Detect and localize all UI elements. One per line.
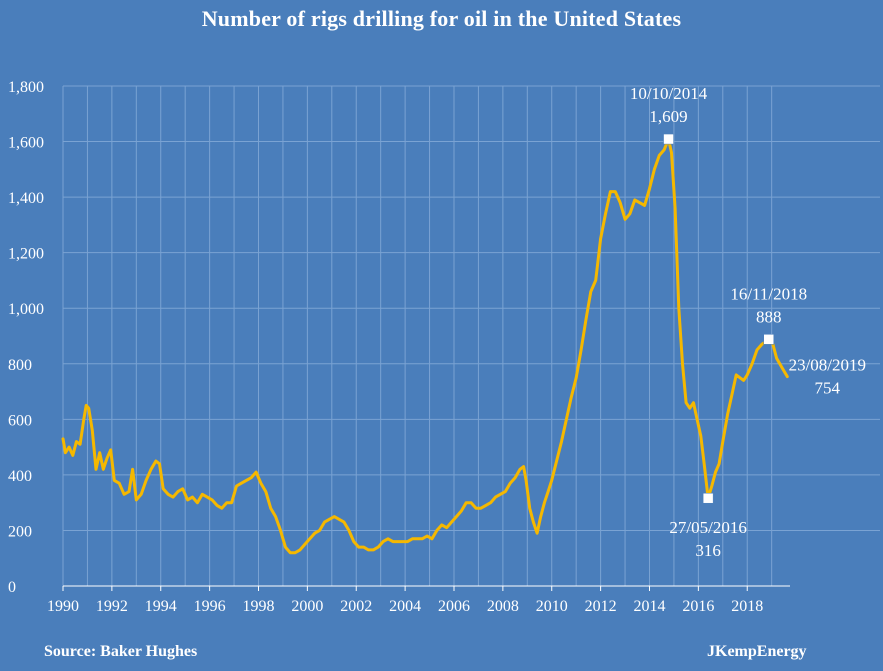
y-tick-label: 200 xyxy=(8,523,32,540)
grid-layer xyxy=(62,85,880,587)
y-tick-label: 0 xyxy=(8,579,16,596)
annotation-value: 316 xyxy=(695,541,721,560)
annotation-marker xyxy=(702,492,714,504)
annotations-layer: 10/10/2014 1,609 27/05/2016 316 16/11/2018 88… xyxy=(630,84,866,560)
x-tick-label: 2008 xyxy=(487,598,519,615)
source-note: Source: Baker Hughes xyxy=(44,643,198,660)
annotation-date: 23/08/2019 xyxy=(789,356,866,375)
y-tick-label: 1,000 xyxy=(8,301,44,318)
y-tick-label: 400 xyxy=(8,468,32,485)
x-tick-label: 1996 xyxy=(194,598,226,615)
x-tick-label: 2006 xyxy=(438,598,470,615)
x-tick-label: 2014 xyxy=(633,598,665,615)
series-line xyxy=(61,137,789,555)
x-tick-label: 1992 xyxy=(96,598,128,615)
x-tick-label: 1990 xyxy=(47,598,79,615)
annotation-marker xyxy=(663,133,674,145)
x-tick-label: 1994 xyxy=(145,598,177,615)
annotation-date: 10/10/2014 xyxy=(630,84,708,103)
x-tick-label: 2016 xyxy=(682,598,714,615)
y-tick-label: 1,400 xyxy=(8,190,44,207)
x-tick-label: 2010 xyxy=(536,598,568,615)
y-axis-ticks: 0 200 400 600 800 1,000 1,200 1,400 1,600 1,800 xyxy=(8,79,44,596)
annotation-date: 16/11/2018 xyxy=(730,284,807,303)
x-tick-label: 2002 xyxy=(340,598,372,615)
x-tick-label: 2018 xyxy=(731,598,763,615)
y-tick-label: 1,800 xyxy=(8,79,44,96)
annotation-value: 888 xyxy=(756,307,782,326)
y-tick-label: 800 xyxy=(8,357,32,374)
annotation-value: 754 xyxy=(815,379,841,398)
x-tick-label: 2004 xyxy=(389,598,421,615)
y-tick-label: 1,200 xyxy=(8,246,44,263)
x-tick-label: 1998 xyxy=(242,598,274,615)
y-tick-label: 600 xyxy=(8,412,32,429)
annotation-date: 27/05/2016 xyxy=(669,518,746,537)
series-layer xyxy=(61,137,789,555)
x-axis-ticks: 1990 1992 1994 1996 1998 2000 2002 2004 2006 2008… xyxy=(47,586,763,615)
brand-label: JKempEnergy xyxy=(707,643,807,660)
chart-title: Number of rigs drilling for oil in the U… xyxy=(201,6,682,31)
y-tick-label: 1,600 xyxy=(8,135,44,152)
annotation-value: 1,609 xyxy=(649,107,687,126)
x-tick-label: 2000 xyxy=(291,598,323,615)
annotation-marker xyxy=(763,334,774,345)
x-tick-label: 2012 xyxy=(585,598,617,615)
